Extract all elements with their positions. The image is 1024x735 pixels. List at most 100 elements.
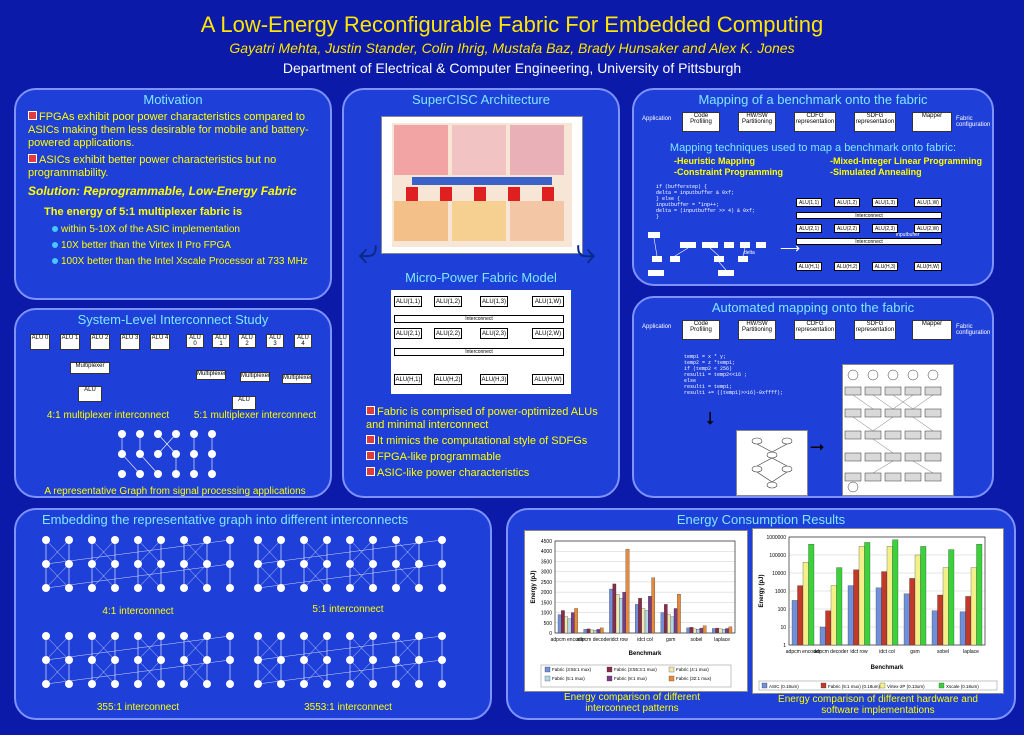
flow-hwsw-partitioning: HW/SW Partitioning <box>738 112 776 132</box>
graph-edge <box>183 635 208 661</box>
graph-edge <box>303 635 328 661</box>
mapping-dataflow-graph <box>648 232 766 276</box>
bar <box>702 625 707 634</box>
bar <box>914 554 921 646</box>
legend-label: Virtex-2P (0.13um) <box>887 684 925 689</box>
graph-node <box>203 632 211 640</box>
system-title: System-Level Interconnect Study <box>77 312 269 327</box>
graph-node <box>180 584 188 592</box>
y-tick-label: 2500 <box>541 580 552 586</box>
graph-node <box>392 584 400 592</box>
code-line: } <box>656 214 660 220</box>
graph-edge <box>349 539 374 565</box>
graph-edge <box>257 659 282 685</box>
graph-node <box>180 536 188 544</box>
bar <box>903 593 910 646</box>
mux5-multiplexer-3: Multiplexer <box>282 374 312 384</box>
motivation-bullet-1-text: FPGAs exhibit poor power characteristics… <box>28 111 309 149</box>
bar <box>920 546 927 646</box>
energy-title: Energy Consumption Results <box>676 512 846 527</box>
graph-edge <box>137 659 162 685</box>
bar <box>825 610 832 646</box>
graph-edge <box>45 659 70 685</box>
alu-2-1: ALU(2,1) <box>394 328 422 339</box>
graph-node <box>157 656 165 664</box>
legend-swatch <box>544 675 551 682</box>
alu-h-2: ALU(H,2) <box>434 374 462 385</box>
energy-sub-2: 10X better than the Virtex II Pro FPGA <box>52 238 320 254</box>
energy-caption-1: Energy comparison of different interconn… <box>563 692 700 714</box>
automated-title: Automated mapping onto the fabric <box>711 300 915 315</box>
legend-label: Xscale (0.18um) <box>946 684 979 689</box>
graph-node <box>300 560 308 568</box>
bullet-square-icon <box>366 406 375 415</box>
graph-node <box>369 632 377 640</box>
legend-box <box>540 664 732 688</box>
bar <box>976 544 983 646</box>
energy-caption-2: Energy comparison of different hardware … <box>778 694 978 716</box>
legend-label: Fabric (5:1 mux) (0.18um) <box>828 684 881 689</box>
graph-node <box>157 584 165 592</box>
graph-node <box>392 632 400 640</box>
bar <box>625 549 630 634</box>
graph-node <box>300 584 308 592</box>
x-tick-label: idct col <box>637 637 653 643</box>
micropower-title: Micro-Power Fabric Model <box>405 270 557 285</box>
legend-swatch <box>606 675 613 682</box>
graph-node <box>134 680 142 688</box>
legend-swatch <box>668 666 675 673</box>
bar <box>931 610 938 646</box>
graph-node <box>392 680 400 688</box>
x-tick-label: gsm <box>910 649 919 655</box>
map-interconnect-1: Interconnect <box>796 212 942 219</box>
bar <box>858 546 865 646</box>
interconnect-1: Interconnect <box>394 315 564 323</box>
embedding-graph-1 <box>42 536 234 592</box>
code-line: inputbuffer = *inp++; <box>656 202 720 208</box>
code-line: else <box>684 378 697 384</box>
bar <box>615 594 620 634</box>
automated-code: temp1 = x * y; temp2 = z *temp1; if (tem… <box>684 354 783 396</box>
graph-node <box>203 584 211 592</box>
motivation-solution: Solution: Reprogrammable, Low-Energy Fab… <box>28 184 297 198</box>
bar <box>970 567 977 646</box>
graph-node <box>346 632 354 640</box>
y-axis-label: Energy (pJ) <box>759 574 765 607</box>
graph-node <box>277 560 285 568</box>
bar <box>612 583 617 634</box>
implementation-energy-chart: 1 10 100 1000 10000 100000 1000000 adpcm encode… <box>758 535 998 691</box>
graph-node <box>300 632 308 640</box>
graph-node <box>180 656 188 664</box>
graph-edge <box>91 659 116 685</box>
graph-edge <box>183 563 208 589</box>
graph-node <box>88 632 96 640</box>
bar <box>948 549 955 646</box>
flow-code-profiling: Code Profiling <box>682 112 720 132</box>
x-tick-label: laplace <box>963 649 979 655</box>
alu-2-3: ALU(2,3) <box>480 328 508 339</box>
graph-node <box>180 632 188 640</box>
tech-constraint: -Constraint Programming <box>674 167 784 177</box>
graph-edge <box>45 635 70 661</box>
graph-node <box>323 584 331 592</box>
code-line: if (temp2 < 256) <box>684 366 733 372</box>
legend-swatch <box>879 682 886 689</box>
legend-swatch <box>668 675 675 682</box>
embedding-graphs <box>42 536 446 688</box>
mux4-alu-4: ALU 4 <box>150 334 170 350</box>
graph-node <box>111 536 119 544</box>
x-tick-label: idct col <box>879 649 895 655</box>
legend-swatch <box>544 666 551 673</box>
x-tick-label: adpcm encoder <box>551 637 586 643</box>
y-tick-label: 10000 <box>772 571 786 577</box>
graph-edge <box>349 659 374 685</box>
bar <box>561 610 565 634</box>
flow-cdfg: CDFG representation <box>794 112 836 132</box>
graph-node <box>438 536 446 544</box>
bar <box>574 608 578 634</box>
energy-sub-1: within 5-10X of the ASIC implementation <box>52 222 320 238</box>
auto-flow-code-profiling: Code Profiling <box>682 320 720 340</box>
graph-node <box>438 632 446 640</box>
bar <box>853 569 860 646</box>
bar <box>875 587 882 646</box>
